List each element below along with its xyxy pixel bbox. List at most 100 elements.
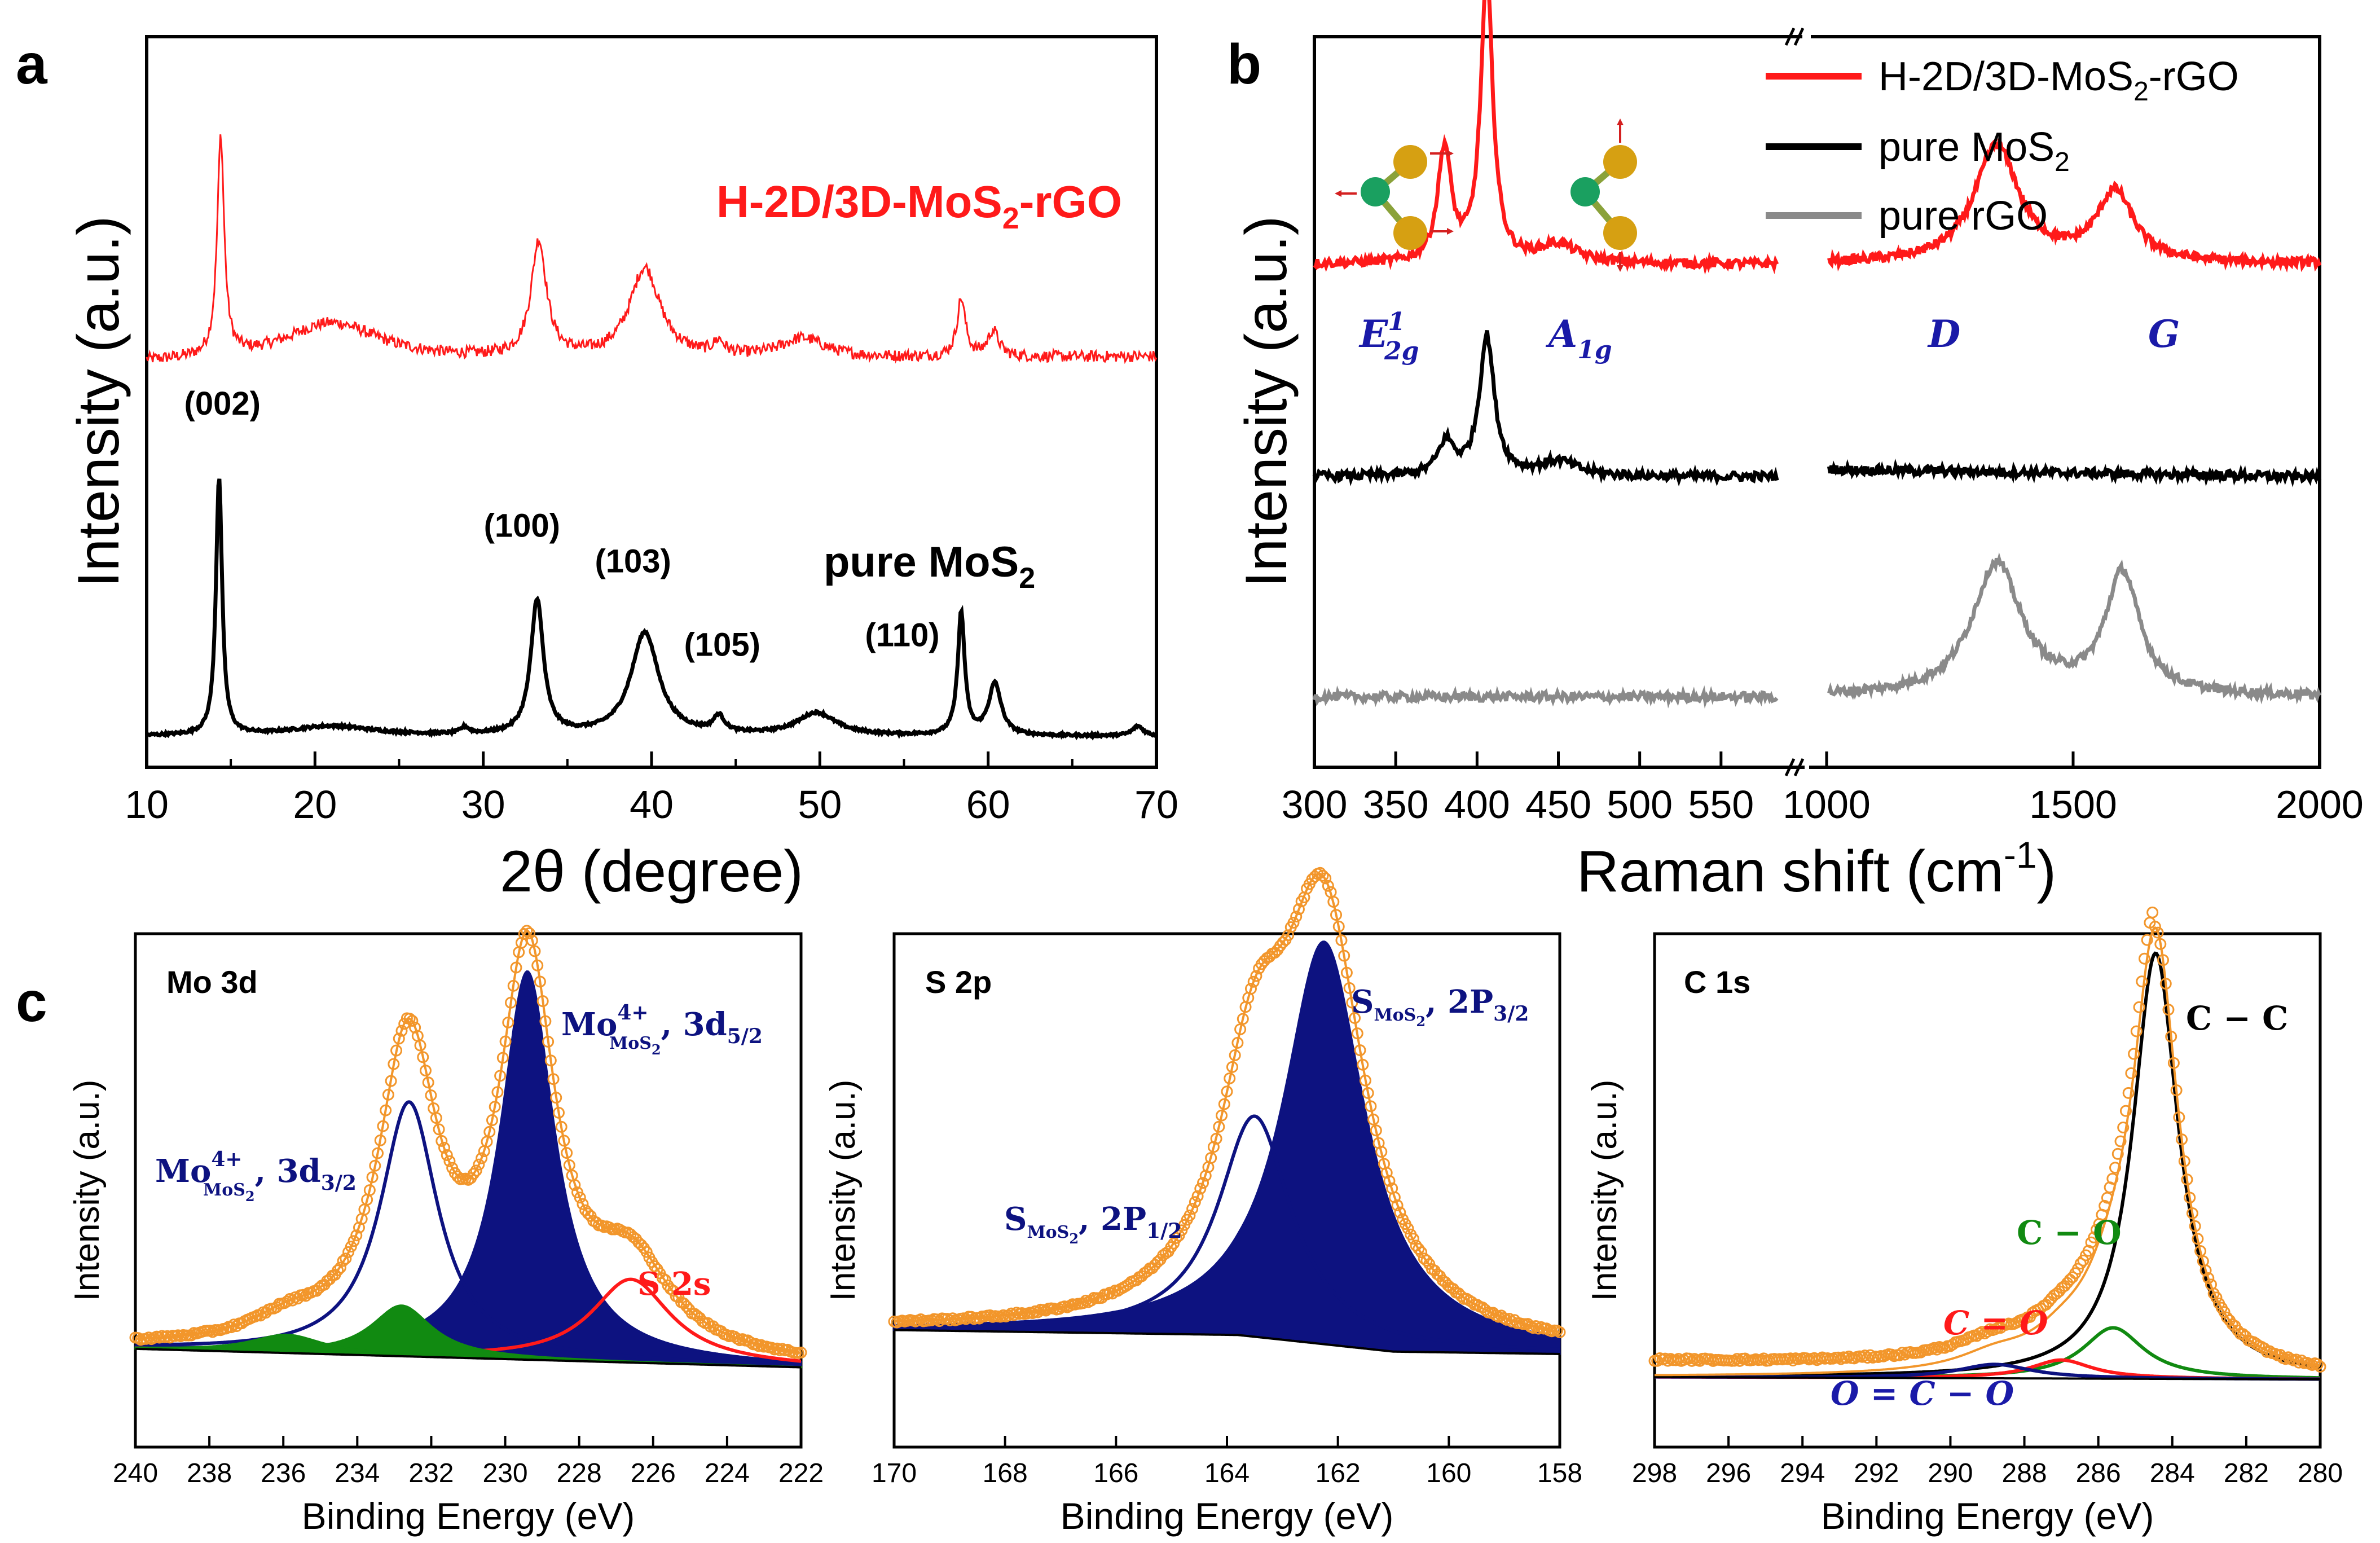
xps-data-point	[526, 934, 538, 947]
x-tick-label: 300	[1282, 783, 1348, 827]
xps-data-point	[2152, 926, 2164, 939]
xps-data-point	[1407, 1233, 1419, 1245]
panel-c-c1s-frame	[1653, 932, 2322, 1449]
legend-label-mos2: pure MoS2	[1879, 125, 2070, 177]
xps-data-point	[1216, 1109, 1228, 1122]
xps-data-point	[1340, 966, 1353, 979]
xps-data-point	[555, 1120, 567, 1133]
x-tick-label: 280	[2298, 1458, 2343, 1488]
xps-data-point	[393, 1032, 405, 1045]
xps-data-point	[1213, 1120, 1225, 1133]
panel-label-c: c	[16, 970, 47, 1034]
panel-c-c1s-ylabel: Intensity (a.u.)	[1585, 1080, 1624, 1302]
xps-data-point	[2202, 1272, 2215, 1284]
xps-data-point	[467, 1168, 479, 1180]
x-tick-label: 162	[1316, 1458, 1361, 1488]
xps-data-point	[369, 1159, 381, 1172]
xps-data-point	[2311, 1358, 2324, 1370]
xps-data-point	[1184, 1209, 1196, 1221]
panel-b-axis-break-top	[1784, 27, 1805, 46]
xps-background	[135, 1347, 802, 1369]
xps-data-point	[1205, 1151, 1217, 1164]
xps-data-point	[659, 1274, 671, 1286]
panel-c-mo3d-frame	[134, 932, 803, 1449]
band-label-g: G	[2148, 312, 2180, 356]
xps-data-point	[552, 1106, 565, 1119]
raman-curve-high-0	[1827, 138, 2322, 273]
x-tick-label: 164	[1204, 1458, 1250, 1488]
xps-data-point	[388, 1058, 400, 1070]
c1s-label-co: C − O	[2017, 1214, 2122, 1252]
xps-data-point	[1413, 1243, 1425, 1255]
x-tick-label: 60	[966, 783, 1010, 827]
xps-data-point	[1388, 1191, 1401, 1203]
miller-index-label: (105)	[684, 627, 760, 663]
x-tick-label: 286	[2076, 1458, 2121, 1488]
mo3d-label-3d32: Mo4+ MoS2, 3d3/2	[155, 1148, 357, 1204]
xps-data-point	[206, 1326, 219, 1338]
xps-data-point	[2162, 1004, 2175, 1016]
xps-data-point	[185, 1329, 197, 1342]
panel-c-c1s-title: C 1s	[1684, 964, 1750, 1000]
xps-data-point	[2099, 1199, 2111, 1212]
x-tick-label: 284	[2150, 1458, 2195, 1488]
x-tick-label: 166	[1093, 1458, 1138, 1488]
xps-data-point	[2074, 1258, 2087, 1270]
xps-data-point	[489, 1101, 501, 1113]
xps-data-point	[542, 1035, 555, 1048]
xps-data-point	[1085, 1294, 1097, 1307]
xps-data-point	[1032, 1306, 1044, 1318]
xps-data-point	[547, 1073, 560, 1085]
xps-data-point	[2218, 1306, 2231, 1318]
x-tick-label: 234	[335, 1458, 380, 1488]
x-tick-label: 288	[2002, 1458, 2047, 1488]
x-tick-label: 160	[1426, 1458, 1471, 1488]
panel-c-mo3d-curves	[129, 925, 807, 1369]
xps-data-point	[1787, 1355, 1799, 1367]
band-label-a1g: A1g	[1545, 312, 1612, 364]
xps-data-point	[1229, 1049, 1241, 1061]
miller-index-label: (100)	[484, 508, 560, 544]
xps-data-point	[425, 1089, 437, 1101]
raman-curve-low-2	[1312, 685, 1779, 709]
xps-data-point	[443, 1155, 456, 1167]
xps-data-point	[523, 927, 536, 939]
xps-data-point	[340, 1252, 352, 1265]
legend-label-rgo: pure rGO	[1879, 194, 2048, 239]
xrd-curve-pure-mos2	[146, 478, 1158, 741]
xps-data-point	[419, 1065, 432, 1077]
xps-data-point	[507, 979, 520, 992]
xps-data-point	[518, 928, 530, 940]
xps-data-point	[1250, 970, 1262, 982]
xps-data-point	[476, 1152, 488, 1164]
panel-c-s2p-ylabel: Intensity (a.u.)	[824, 1080, 863, 1302]
xps-data-point	[435, 1135, 448, 1147]
xps-data-point	[2141, 934, 2153, 946]
x-tick-label: 10	[125, 783, 169, 827]
xps-data-point	[2184, 1192, 2196, 1204]
xps-data-point	[2157, 954, 2170, 966]
x-tick-label: 350	[1363, 783, 1429, 827]
x-tick-label: 550	[1688, 783, 1754, 827]
xps-data-point	[2199, 1264, 2212, 1277]
xps-data-point	[337, 1255, 349, 1267]
xps-component-1	[135, 1100, 802, 1367]
xps-data-point	[350, 1229, 363, 1242]
xps-data-point	[1394, 1206, 1406, 1219]
xps-data-point	[2130, 1025, 2143, 1038]
xps-data-point	[499, 1035, 512, 1048]
xps-data-point	[494, 1070, 507, 1082]
xps-data-point	[1367, 1113, 1380, 1126]
xps-data-point	[1210, 1132, 1222, 1145]
xps-data-point	[1168, 1237, 1180, 1250]
xps-data-point	[640, 1246, 653, 1258]
xps-data-point	[561, 1147, 573, 1159]
xps-data-point	[2088, 1231, 2100, 1243]
panel-a-xlabel: 2θ (degree)	[500, 839, 803, 904]
xps-data-point	[1893, 1349, 1906, 1361]
xps-data-point	[2101, 1192, 2113, 1204]
miller-index-label: (002)	[184, 385, 261, 422]
panel-c-s2p-title: S 2p	[925, 964, 992, 1000]
xps-data-point	[521, 925, 533, 937]
xps-data-point	[1332, 920, 1345, 933]
